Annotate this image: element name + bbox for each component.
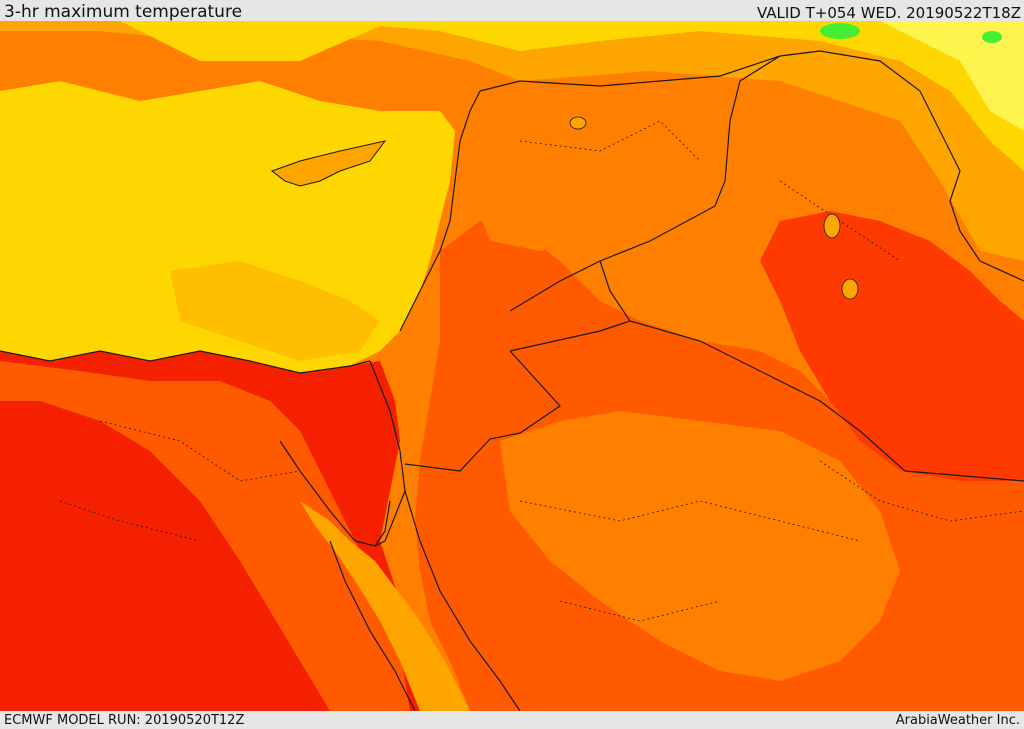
province-line — [99, 420, 301, 482]
red-sea — [300, 501, 470, 711]
header-bar: 3-hr maximum temperature VALID T+054 WED… — [0, 0, 1024, 21]
border-egypt-israel — [369, 360, 406, 547]
map-svg — [0, 21, 1024, 711]
temp-zone-saudi — [500, 411, 900, 681]
border-syria-iraq — [509, 55, 781, 312]
coastline-egypt — [0, 350, 371, 374]
temp-zone-africa-orange — [0, 361, 410, 711]
valid-time: VALID T+054 WED. 20190522T18Z — [756, 4, 1021, 22]
border-jordan-saudi — [404, 350, 561, 472]
temp-zone-north-yellow — [0, 21, 1024, 171]
temp-zone-syria — [470, 81, 840, 251]
borders — [0, 50, 1024, 711]
lake — [841, 278, 859, 300]
model-run: ECMWF MODEL RUN: 20190520T12Z — [4, 713, 245, 728]
province-boundaries — [59, 120, 1024, 622]
province-line — [59, 500, 201, 542]
border-saudi-kuwait — [629, 320, 1024, 482]
temp-zone-iraq — [760, 211, 1024, 481]
temperature-map[interactable] — [0, 21, 1024, 711]
temp-zone-cool-spot — [820, 23, 860, 39]
coastline-red-sea-west — [329, 540, 416, 711]
cyprus-island — [270, 140, 387, 187]
coastline-levant — [399, 90, 481, 332]
credit: ArabiaWeather Inc. — [895, 713, 1020, 728]
temp-zone-cool-spot-2 — [982, 31, 1002, 43]
footer-bar: ECMWF MODEL RUN: 20190520T12Z ArabiaWeat… — [0, 711, 1024, 729]
sea-warm-patch — [170, 261, 380, 361]
coastline-red-sea-east — [404, 490, 521, 711]
lake — [569, 116, 587, 130]
province-line — [779, 180, 901, 262]
province-line — [519, 120, 701, 162]
lake — [823, 213, 841, 239]
province-line — [819, 460, 1024, 522]
coastline-turkey — [479, 50, 1024, 282]
map-title: 3-hr maximum temperature — [4, 2, 243, 22]
temp-zone-north-light — [880, 21, 1024, 131]
